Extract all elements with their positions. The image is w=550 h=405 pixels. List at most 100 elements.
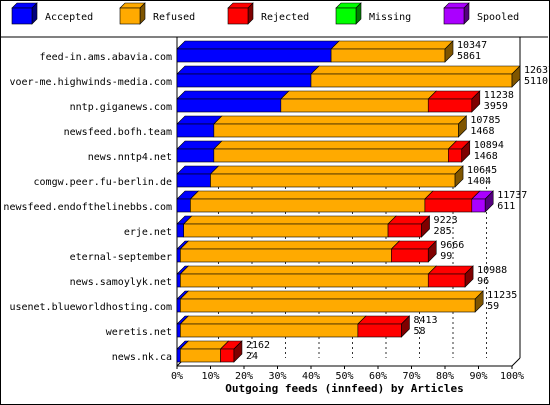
bar-value-label: 1404 xyxy=(467,176,491,187)
x-tick-label: 40% xyxy=(302,371,320,382)
row-label: newsfeed.endofthelinebbs.com xyxy=(3,202,172,213)
bar-value-label: 10894 xyxy=(474,140,504,151)
bar-end-side xyxy=(401,315,410,338)
bar-end-side xyxy=(474,290,484,313)
axis-depth-right xyxy=(511,357,521,367)
bar-value-label: 3959 xyxy=(484,101,508,112)
bar-value-label: 9223 xyxy=(434,215,458,226)
bar-top-rejected xyxy=(427,90,481,100)
row-label: erje.net xyxy=(124,227,172,238)
bar-segment-accepted xyxy=(176,348,181,363)
bar-value-label: 9666 xyxy=(440,240,464,251)
bar-segment-refused xyxy=(183,223,389,238)
bar-end-side xyxy=(471,90,481,113)
bar-segment-accepted xyxy=(176,198,191,213)
row-label: news.nk.ca xyxy=(112,352,172,363)
bar-segment-refused xyxy=(180,348,221,363)
bar-segment-accepted xyxy=(176,273,181,288)
legend-swatch-missing xyxy=(335,7,357,25)
bar-segment-accepted xyxy=(176,123,215,138)
bar-segment-rejected xyxy=(391,248,429,263)
legend-label-accepted: Accepted xyxy=(45,12,93,23)
bar-top-accepted xyxy=(176,90,290,100)
bar-value-label: 611 xyxy=(497,201,515,212)
bar-top-refused xyxy=(213,115,468,125)
bar-value-label: 96 xyxy=(477,276,489,287)
bar-value-label: 12637 xyxy=(524,65,550,76)
row-label: comgw.peer.fu-berlin.de xyxy=(34,177,172,188)
bar-end-side xyxy=(461,140,471,163)
bar-top-refused xyxy=(179,240,401,250)
bar-top-rejected xyxy=(357,315,411,325)
bar-segment-refused xyxy=(180,298,476,313)
bar-value-label: 10645 xyxy=(467,165,497,176)
bar-value-label: 59 xyxy=(487,301,499,312)
row-label: news.nntp4.net xyxy=(88,152,172,163)
bar-value-label: 58 xyxy=(413,326,425,337)
bar-segment-rejected xyxy=(387,223,422,238)
bar-top-refused xyxy=(179,290,484,300)
bar-top-accepted xyxy=(176,65,320,75)
bar-segment-accepted xyxy=(176,223,184,238)
bar-segment-spooled xyxy=(471,198,486,213)
x-tick-label: 10% xyxy=(201,371,219,382)
bar-segment-accepted xyxy=(176,148,215,163)
bar-value-label: 11235 xyxy=(487,290,517,301)
bar-segment-accepted xyxy=(176,48,332,63)
bar-top-refused xyxy=(189,190,434,200)
bar-segment-rejected xyxy=(357,323,402,338)
legend-label-missing: Missing xyxy=(369,12,411,23)
row-label: newsfeed.bofh.team xyxy=(64,127,172,138)
bar-segment-rejected xyxy=(427,273,466,288)
bar-top-refused xyxy=(182,215,397,225)
bar-top-rejected xyxy=(424,190,481,200)
bar-top-refused xyxy=(280,90,437,100)
bar-segment-rejected xyxy=(448,148,463,163)
bar-end-side xyxy=(464,265,474,288)
x-tick-label: 70% xyxy=(402,371,420,382)
bar-value-label: 5861 xyxy=(457,51,481,62)
bar-value-label: 10347 xyxy=(457,40,487,51)
bar-value-label: 10988 xyxy=(477,265,507,276)
legend-label-spooled: Spooled xyxy=(477,12,519,23)
row-label: feed-in.ams.abavia.com xyxy=(40,52,172,63)
bar-value-label: 2162 xyxy=(246,340,270,351)
legend-swatch-accepted xyxy=(11,7,33,25)
x-tick-label: 50% xyxy=(335,371,353,382)
bar-value-label: 1468 xyxy=(474,151,498,162)
row-label: usenet.blueworldhosting.com xyxy=(9,302,172,313)
bar-segment-rejected xyxy=(424,198,473,213)
bar-value-label: 11737 xyxy=(497,190,527,201)
bar-segment-refused xyxy=(310,73,513,88)
legend-swatch-rejected xyxy=(227,7,249,25)
bar-segment-refused xyxy=(210,173,456,188)
bar-segment-refused xyxy=(213,123,459,138)
bar-end-side xyxy=(427,240,437,263)
bar-segment-accepted xyxy=(176,98,282,113)
bar-segment-refused xyxy=(280,98,429,113)
x-tick-label: 60% xyxy=(369,371,387,382)
bar-top-refused xyxy=(209,165,464,175)
bar-end-side xyxy=(511,65,521,88)
bar-segment-accepted xyxy=(176,173,211,188)
legend-label-refused: Refused xyxy=(153,12,195,23)
bar-top-refused xyxy=(213,140,458,150)
bar-end-side xyxy=(458,115,467,138)
bar-segment-refused xyxy=(180,323,359,338)
row-label: news.samoylyk.net xyxy=(70,277,172,288)
bar-value-label: 5110 xyxy=(524,76,548,87)
bar-end-side xyxy=(421,215,430,238)
bar-segment-rejected xyxy=(427,98,473,113)
bar-segment-refused xyxy=(180,248,392,263)
bar-top-refused xyxy=(330,40,454,50)
bar-value-label: 24 xyxy=(246,351,258,362)
x-tick-label: 30% xyxy=(268,371,286,382)
row-label: nntp.giganews.com xyxy=(70,102,172,113)
x-tick-label: 0% xyxy=(171,371,183,382)
bar-segment-refused xyxy=(330,48,446,63)
bar-top-refused xyxy=(310,65,521,75)
legend-swatch-refused xyxy=(119,7,141,25)
bar-value-label: 99 xyxy=(440,251,452,262)
bar-value-label: 10785 xyxy=(470,115,500,126)
